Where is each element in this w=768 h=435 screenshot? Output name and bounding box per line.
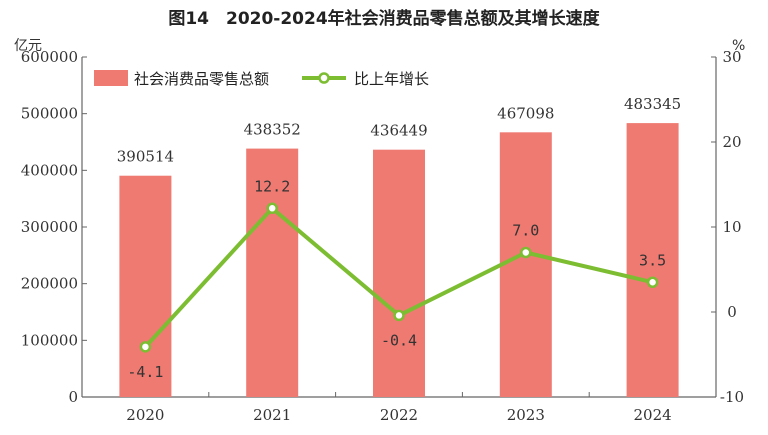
bar-value-label: 438352	[244, 121, 301, 139]
x-tick-label: 2022	[380, 406, 418, 424]
axis-ticks: 0 100000 200000 300000 400000 500000 600000 -10…	[21, 48, 744, 424]
line-value-label: 12.2	[254, 177, 290, 195]
left-tick-label: 0	[68, 388, 78, 406]
legend-bar-label: 社会消费品零售总额	[134, 70, 269, 88]
line-point	[646, 276, 659, 288]
bar-series	[119, 123, 679, 398]
bar-value-labels: 390514 438352 436449 467098 483345	[117, 95, 681, 166]
bar-value-label: 390514	[117, 148, 174, 166]
x-tick-label: 2020	[126, 406, 164, 424]
bar	[626, 123, 679, 398]
right-tick-label: -10	[720, 388, 744, 406]
legend-line-label: 比上年增长	[354, 70, 429, 88]
right-tick-label: 10	[722, 218, 741, 236]
left-tick-label: 400000	[21, 161, 78, 179]
line-value-labels: -4.1 12.2 -0.4 7.0 3.5	[127, 177, 666, 381]
line-point	[393, 309, 405, 322]
line-value-label: 3.5	[639, 251, 666, 269]
bar	[499, 132, 552, 397]
right-tick-label: 0	[727, 303, 737, 321]
x-tick-label: 2024	[634, 406, 672, 424]
left-tick-label: 300000	[21, 218, 78, 236]
line-value-label: -4.1	[127, 363, 163, 381]
right-tick-label: 20	[722, 133, 741, 151]
chart-title: 图14 2020-2024年社会消费品零售总额及其增长速度	[168, 8, 600, 29]
legend-bar-swatch	[94, 70, 128, 86]
right-axis-unit: %	[732, 38, 745, 54]
legend: 社会消费品零售总额 比上年增长	[94, 70, 429, 88]
right-tick-label: 30	[722, 48, 741, 66]
legend-line-marker	[318, 72, 330, 84]
x-tick-label: 2023	[507, 406, 545, 424]
bar-value-label: 436449	[370, 122, 427, 140]
bar-value-label: 483345	[624, 95, 681, 113]
line-point	[266, 202, 278, 215]
bar	[246, 148, 299, 397]
line-series	[139, 202, 659, 353]
bar	[119, 175, 172, 397]
left-tick-label: 200000	[21, 275, 78, 293]
left-tick-label: 100000	[21, 331, 78, 349]
left-tick-label: 600000	[21, 48, 78, 66]
line-value-label: 7.0	[512, 222, 539, 240]
bar	[373, 149, 425, 397]
line-point	[520, 246, 532, 259]
left-tick-label: 500000	[21, 105, 78, 123]
line-point	[139, 341, 152, 353]
line-value-label: -0.4	[381, 331, 417, 349]
left-axis-unit: 亿元	[14, 38, 42, 54]
x-tick-label: 2021	[253, 406, 291, 424]
bar-value-label: 467098	[497, 104, 554, 122]
